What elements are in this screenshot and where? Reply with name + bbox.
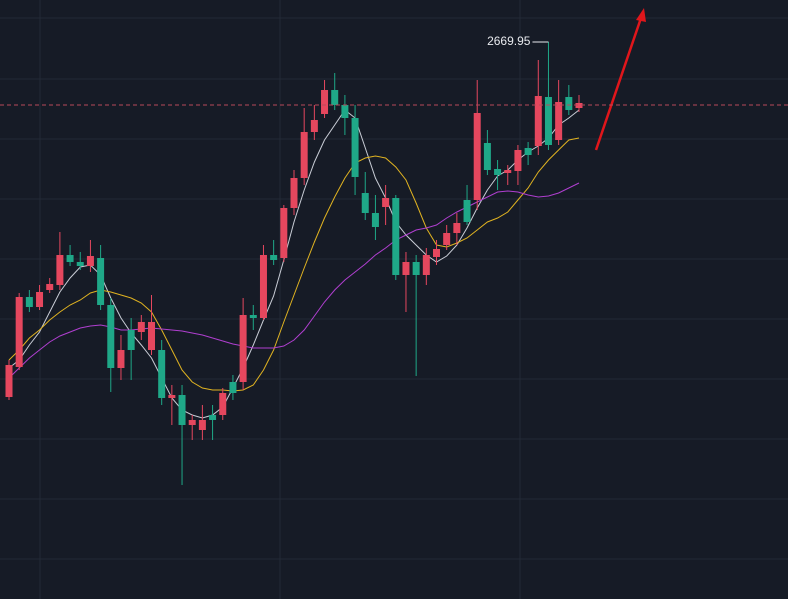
candle-body <box>15 297 23 367</box>
candle-body <box>97 258 105 305</box>
candle-body <box>280 208 288 258</box>
candle-body <box>158 350 166 398</box>
candle-body <box>188 420 196 425</box>
candle-body <box>443 233 451 245</box>
candle-body <box>382 198 390 207</box>
candle-body <box>504 170 512 173</box>
candle-body <box>229 382 237 393</box>
candle-body <box>107 305 115 368</box>
candle-body <box>178 395 186 425</box>
candle-body <box>565 97 573 110</box>
candle-body <box>575 103 583 108</box>
candle-body <box>198 420 206 430</box>
candle-body <box>127 330 135 350</box>
candle-body <box>5 365 13 397</box>
candle-body <box>402 262 410 275</box>
candle-body <box>239 315 247 382</box>
candle-body <box>433 249 440 257</box>
candle-body <box>351 118 359 177</box>
high-label: 2669.95 <box>487 34 531 48</box>
candle-body <box>290 178 298 208</box>
candle-body <box>341 105 349 118</box>
candle-body <box>148 322 155 350</box>
candle-body <box>66 255 74 262</box>
candle-body <box>321 90 329 114</box>
candle-body <box>524 148 532 155</box>
candle-body <box>371 213 379 227</box>
candle-body <box>463 200 471 222</box>
candle-body <box>25 297 33 307</box>
candle-body <box>555 102 563 140</box>
candle-body <box>483 143 491 170</box>
arrow <box>594 8 646 151</box>
candle-body <box>544 97 552 145</box>
candle-body <box>137 322 145 332</box>
candle-body <box>46 284 54 290</box>
candle-body <box>361 193 369 213</box>
candle-body <box>473 113 481 200</box>
candle-body <box>412 262 420 275</box>
candle-body <box>310 120 318 132</box>
candle-body <box>168 395 176 398</box>
candle-body <box>76 262 84 266</box>
arrow-shaft <box>594 17 643 151</box>
candle-body <box>514 150 522 171</box>
candle-body <box>300 132 308 178</box>
candle-body <box>259 255 267 318</box>
arrow-head <box>636 8 646 22</box>
candle-body <box>36 292 44 307</box>
moving-average <box>8 182 580 379</box>
candle-body <box>422 255 430 275</box>
candle-body <box>270 255 278 260</box>
candle-body <box>453 223 461 233</box>
candle-body <box>56 255 64 285</box>
candle-body <box>534 96 542 146</box>
candle-body <box>494 169 502 175</box>
candle-body <box>219 393 227 415</box>
candle-body <box>209 415 217 420</box>
candle-body <box>117 350 125 368</box>
candle-body <box>331 90 339 105</box>
candle-body <box>86 256 94 266</box>
candle-body <box>249 315 257 318</box>
candle-body <box>392 198 400 275</box>
